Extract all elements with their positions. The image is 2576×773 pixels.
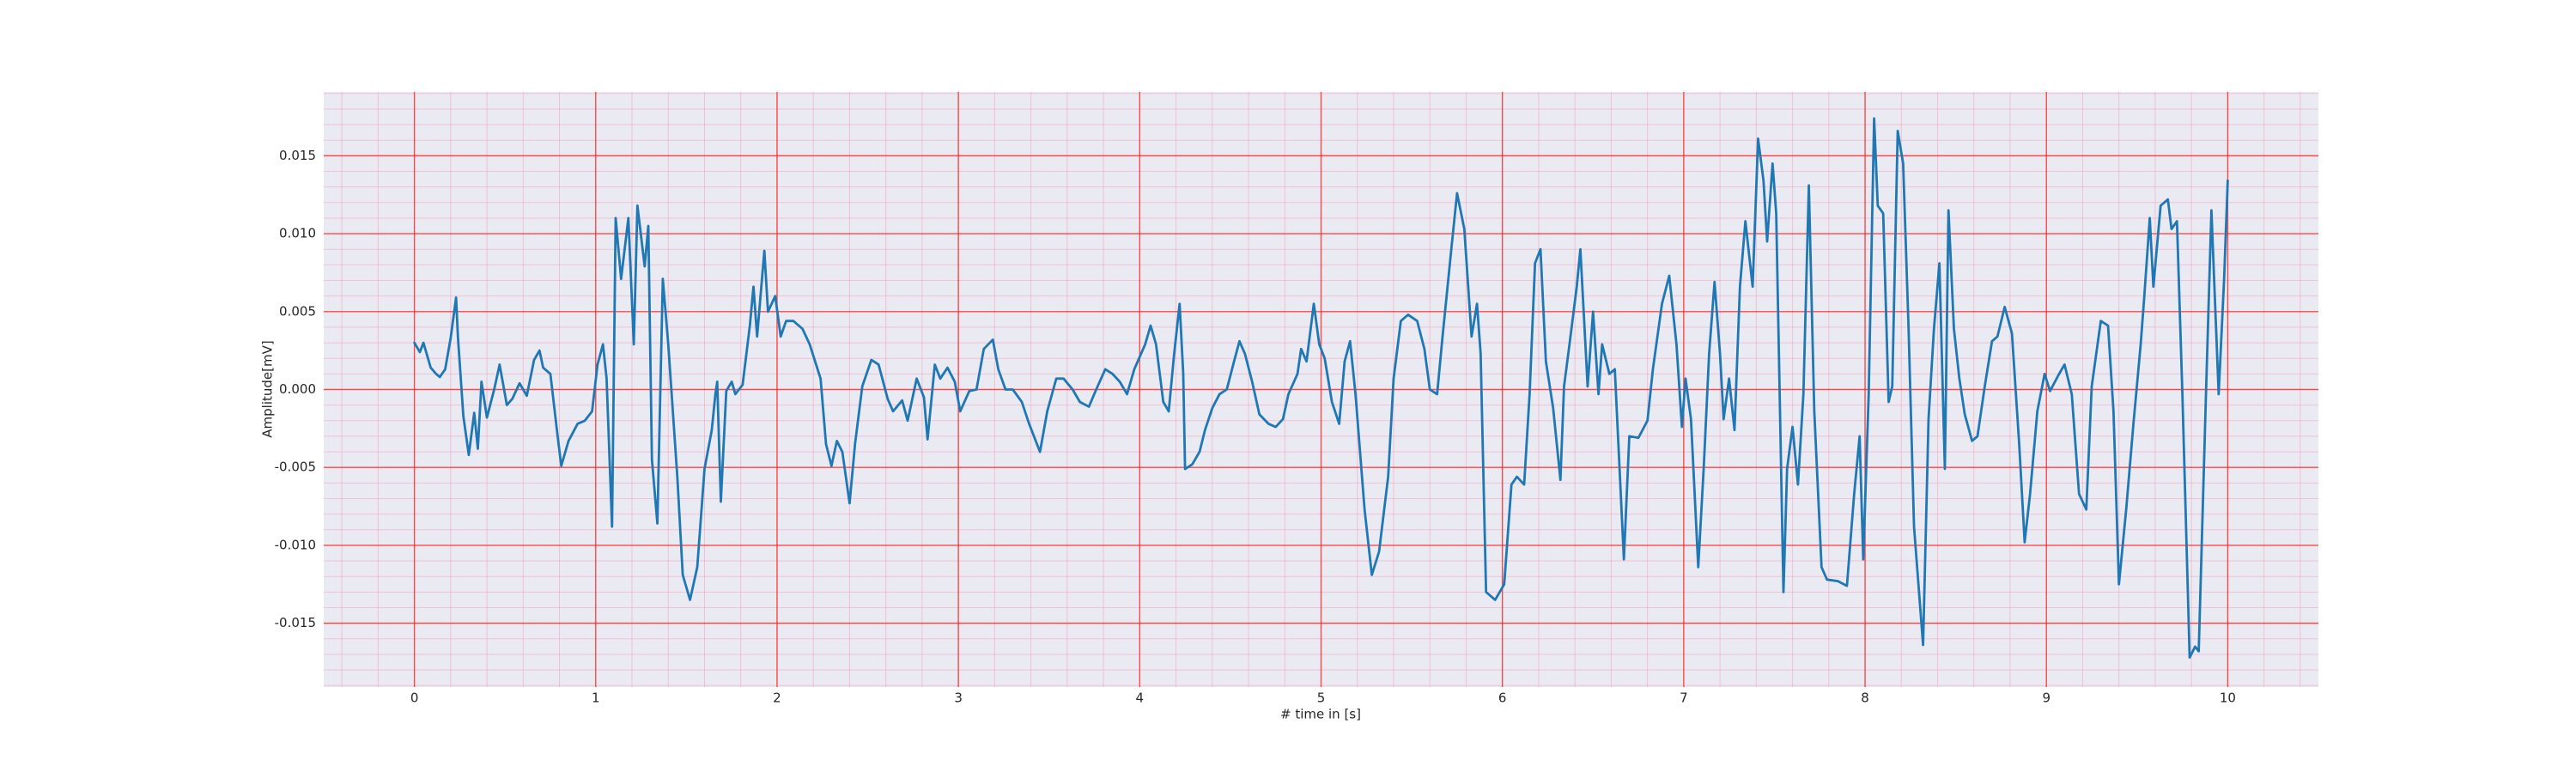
x-axis-label: # time in [s] [1280,707,1361,722]
x-tick-label: 6 [1498,691,1507,706]
x-tick-label: 4 [1136,691,1145,706]
y-tick-label: 0.010 [279,226,316,241]
signal-line [413,117,2229,659]
x-tick-label: 2 [773,691,781,706]
x-tick-label: 0 [410,691,419,706]
y-tick-label: 0.015 [279,148,316,163]
x-tick-label: 3 [954,691,963,706]
grid [324,92,2318,687]
y-axis-label: Amplitude[mV] [260,340,276,437]
x-tick-label: 9 [2042,691,2050,706]
x-tick-label: 10 [2220,691,2236,706]
y-tick-label: 0.005 [279,303,316,319]
y-tick-label: -0.015 [275,615,316,630]
x-tick-label: 7 [1680,691,1688,706]
x-tick-label: 1 [592,691,600,706]
x-tick-label: 8 [1861,691,1869,706]
y-tick-label: 0.000 [279,381,316,397]
y-tick-label: -0.010 [275,537,316,552]
y-tick-label: -0.005 [275,460,316,475]
x-tick-label: 5 [1317,691,1326,706]
